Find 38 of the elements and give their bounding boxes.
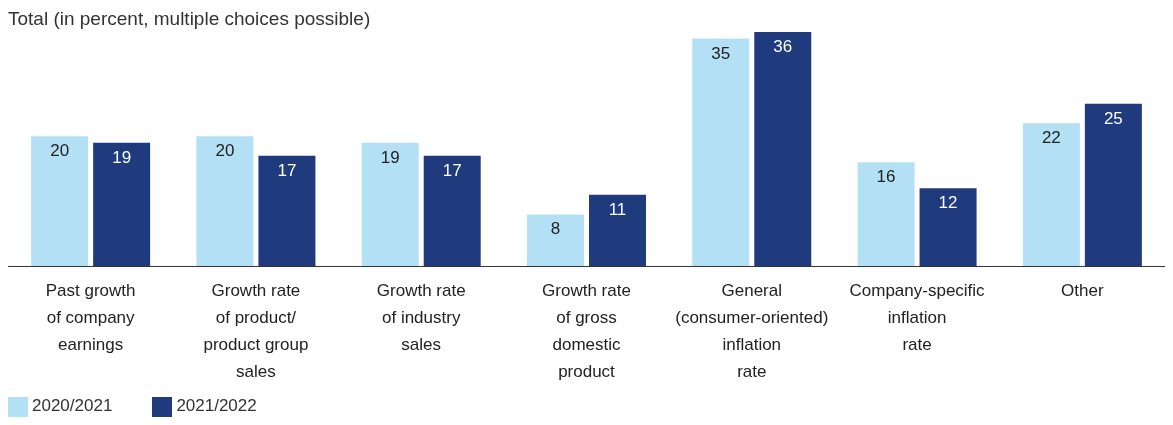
legend-label: 2021/2022 bbox=[176, 396, 257, 416]
x-tick-label: General (consumer-oriented) inflation rate bbox=[675, 281, 829, 382]
bar bbox=[31, 136, 89, 267]
data-label: 25 bbox=[1103, 108, 1123, 128]
bar bbox=[1022, 123, 1080, 267]
x-tick-label: Other bbox=[1061, 281, 1104, 301]
data-label: 20 bbox=[215, 141, 235, 161]
data-label: 17 bbox=[442, 160, 462, 180]
chart-title: Total (in percent, multiple choices possible) bbox=[8, 8, 372, 31]
data-label: 17 bbox=[277, 160, 297, 180]
data-label: 11 bbox=[608, 199, 627, 219]
bar bbox=[93, 142, 151, 267]
data-label: 20 bbox=[50, 141, 70, 161]
x-tick-label: Past growth of company earnings bbox=[45, 281, 136, 355]
x-tick-label: Growth rate of product/ product group sales bbox=[203, 281, 309, 382]
bar bbox=[527, 214, 584, 267]
bar bbox=[589, 194, 646, 267]
bar bbox=[919, 188, 977, 267]
data-label: 19 bbox=[112, 147, 132, 167]
bar bbox=[1084, 103, 1142, 267]
bar bbox=[361, 142, 419, 267]
x-tick-label: Company-specific inflation rate bbox=[849, 281, 986, 355]
bar bbox=[423, 155, 481, 267]
data-label: 16 bbox=[876, 167, 896, 187]
data-label: 12 bbox=[938, 193, 958, 213]
data-label: 8 bbox=[550, 219, 561, 239]
data-label: 35 bbox=[711, 43, 731, 63]
bar bbox=[196, 136, 254, 267]
bar bbox=[692, 38, 750, 267]
data-label: 19 bbox=[380, 147, 400, 167]
x-tick-label: Growth rate of gross domestic product bbox=[542, 281, 631, 382]
data-label: 36 bbox=[773, 37, 793, 57]
data-label: 22 bbox=[1041, 128, 1061, 148]
bar bbox=[754, 32, 812, 267]
bar bbox=[857, 162, 915, 267]
x-tick-label: Growth rate of industry sales bbox=[376, 281, 466, 355]
legend-label: 2020/2021 bbox=[32, 396, 113, 416]
bar bbox=[258, 155, 316, 267]
